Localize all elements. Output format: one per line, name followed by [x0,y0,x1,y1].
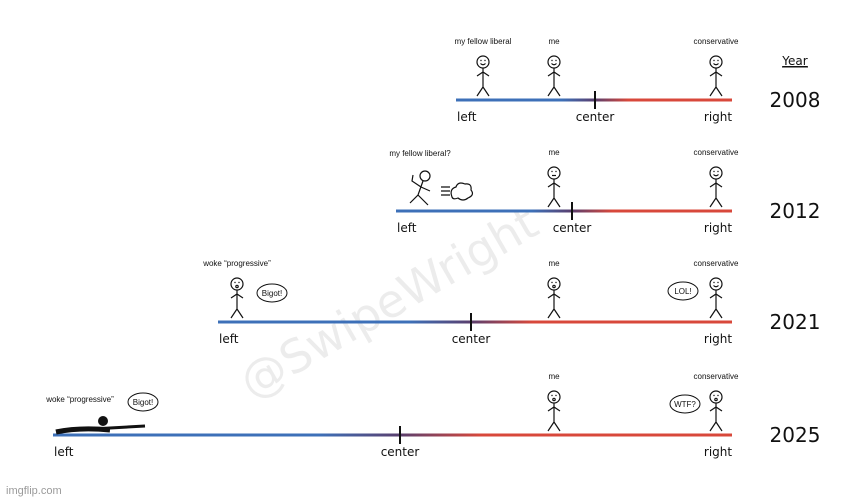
happy-face-icon [480,59,486,66]
figure-label: conservative [694,372,739,381]
head-icon [709,166,723,180]
figure-label: me [548,37,560,46]
happy-face-icon [713,170,719,177]
speech-text: LOL! [674,287,691,296]
figure-label: conservative [694,148,739,157]
surprised-face-icon [551,281,557,289]
year-label: 2021 [770,310,821,334]
head-icon [547,166,561,180]
figure-angry: woke “progressive” Bigot! [202,259,288,319]
figure-happy: conservative [694,148,739,208]
speech-bubble [127,392,159,412]
body-icon [547,403,561,432]
figure-surprised: conservative WTF? [669,372,739,432]
timeline-row-2025: left center right 2025 woke “progressive” Big… [45,372,820,459]
figure-surprised: me [547,259,561,319]
head-icon [709,55,723,69]
figure-happy: me [547,37,561,97]
figure-happy: conservative [694,37,739,97]
figure-surprised: me [547,372,561,432]
body-icon [547,179,561,208]
imgflip-footer: imgflip.com [6,485,62,497]
timeline-row-2008: left center right 2008 my fellow liberal me co… [455,37,821,124]
figure-happy: my fellow liberal [455,37,512,97]
body-icon [476,68,490,97]
center-label: center [452,332,491,346]
timeline-row-2021: left center right 2021 woke “progressive” Big… [202,259,820,346]
speech-text: Bigot! [133,398,153,407]
year-label: 2012 [770,199,821,223]
speed-lines-icon [441,186,450,196]
spectrum-line [53,433,732,437]
head-icon [709,277,723,291]
timeline-row-2012: left center right 2012 my fellow liberal? me c… [389,148,820,235]
figure-label: me [548,259,560,268]
body-icon [709,290,723,319]
body-icon [709,179,723,208]
figure-sniper: woke “progressive” Bigot! [45,392,159,435]
head-icon [98,416,108,426]
speech-bubble [256,283,288,303]
surprised-face-icon [713,394,719,402]
right-label: right [704,332,732,346]
figure-running: my fellow liberal? [389,149,474,206]
spectrum-line [218,320,732,324]
left-label: left [54,445,74,459]
center-label: center [553,221,592,235]
figure-neutral: me [547,148,561,208]
right-label: right [704,445,732,459]
year-label: 2008 [770,88,821,112]
prone-body-icon [55,426,111,435]
speech-text: Bigot! [262,289,282,298]
center-label: center [381,445,420,459]
figure-label: my fellow liberal [455,37,512,46]
speech-text: WTF? [674,400,696,409]
head-icon [476,55,490,69]
head-icon [419,170,431,182]
year-label: 2025 [770,423,821,447]
year-header: Year [781,54,807,68]
figure-label: me [548,372,560,381]
left-label: left [219,332,239,346]
happy-face-icon [713,281,719,288]
figure-label: woke “progressive” [202,259,271,268]
speech-bubble [667,281,699,301]
figure-label: me [548,148,560,157]
left-label: left [457,110,477,124]
surprised-face-icon [234,281,240,289]
happy-face-icon [551,59,557,66]
body-icon [547,68,561,97]
head-icon [547,55,561,69]
figure-label: conservative [694,259,739,268]
spectrum-line [396,209,732,213]
figure-label: conservative [694,37,739,46]
figure-label: my fellow liberal? [389,149,451,158]
dust-cloud-icon [450,182,474,201]
watermark: @SwipeWright [230,195,547,409]
happy-face-icon [713,59,719,66]
center-label: center [576,110,615,124]
speech-bubble [669,394,701,414]
figure-happy: conservative LOL! [667,259,739,319]
figure-label: woke “progressive” [45,395,114,404]
neutral-face-icon [551,170,557,177]
body-icon [547,290,561,319]
right-label: right [704,221,732,235]
surprised-face-icon [551,394,557,402]
right-label: right [704,110,732,124]
body-icon [709,403,723,432]
left-label: left [397,221,417,235]
body-icon [230,290,244,319]
running-body-icon [409,174,431,206]
body-icon [709,68,723,97]
